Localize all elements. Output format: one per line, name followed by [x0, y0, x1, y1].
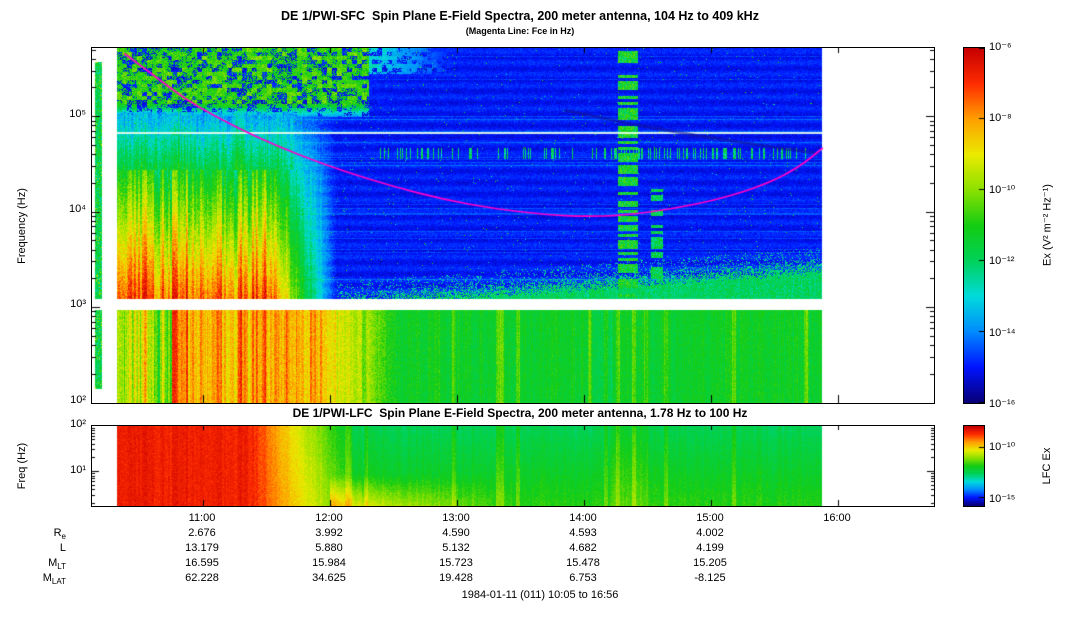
- colorbar-tick-label: 10⁻¹²: [989, 255, 1015, 268]
- lfc-freq-axis-label: Freq (Hz): [16, 442, 28, 490]
- ephemeris-label-main: L: [59, 542, 66, 554]
- ephemeris-value: 34.625: [312, 572, 346, 584]
- ephemeris-value: 19.428: [439, 572, 473, 584]
- ephemeris-value: 15.984: [312, 557, 346, 569]
- sfc-ytick-label: 10⁴: [69, 203, 86, 216]
- time-tick-label: 15:00: [696, 512, 724, 524]
- figure-title: DE 1/PWI-SFC Spin Plane E-Field Spectra,…: [281, 9, 759, 23]
- ephemeris-value: 15.478: [566, 557, 600, 569]
- colorbar-axis-label: Ex (V² m⁻² Hz⁻¹): [1041, 184, 1054, 266]
- ephemeris-value: 4.590: [442, 527, 470, 539]
- ephemeris-value: 16.595: [185, 557, 219, 569]
- time-tick-label: 11:00: [188, 512, 216, 524]
- sfc-spectrogram-canvas: [92, 48, 934, 403]
- ephemeris-value: 2.676: [188, 527, 216, 539]
- ephemeris-row-label: MLAT: [20, 572, 66, 586]
- ephemeris-value: 4.002: [696, 527, 724, 539]
- frequency-axis-label: Frequency (Hz): [16, 188, 28, 264]
- figure-subtitle: (Magenta Line: Fce in Hz): [465, 26, 575, 36]
- sfc-ytick-label: 10²: [70, 393, 86, 406]
- colorbar-tick-label: 10⁻¹⁴: [989, 326, 1016, 339]
- lfc-ytick-label: 10²: [70, 418, 86, 430]
- ephemeris-value: 13.179: [185, 542, 219, 554]
- time-tick-label: 12:00: [315, 512, 343, 524]
- lfc-title: DE 1/PWI-LFC Spin Plane E-Field Spectra,…: [292, 406, 748, 420]
- ephemeris-label-main: M: [42, 572, 52, 584]
- lfc-colorbar-tick-label: 10⁻¹⁵: [989, 492, 1016, 505]
- ephemeris-row-label: MLT: [20, 557, 66, 571]
- time-tick-label: 16:00: [823, 512, 851, 524]
- ephemeris-value: 4.199: [696, 542, 724, 554]
- ephemeris-value: 5.880: [315, 542, 343, 554]
- ephemeris-row-label: L: [20, 542, 66, 556]
- ephemeris-value: -8.125: [694, 572, 726, 584]
- ephemeris-value: 5.132: [442, 542, 470, 554]
- colorbar-tick-label: 10⁻⁶: [989, 41, 1012, 53]
- ephemeris-label-main: M: [48, 557, 58, 569]
- colorbar-canvas: [964, 48, 984, 403]
- ephemeris-value: 4.593: [569, 527, 597, 539]
- sfc-ytick-label: 10⁵: [69, 107, 86, 120]
- ephemeris-label-main: R: [53, 527, 62, 539]
- ephemeris-label-sub: e: [61, 532, 66, 542]
- ephemeris-label-sub: LAT: [51, 577, 66, 587]
- lfc-ytick-label: 10¹: [70, 463, 86, 476]
- lfc-colorbar-tick-label: 10⁻¹⁰: [989, 441, 1016, 454]
- lfc-spectrogram-canvas: [92, 426, 934, 506]
- lfc-colorbar-canvas: [964, 426, 984, 506]
- ephemeris-row-label: Re: [20, 527, 66, 541]
- ephemeris-value: 15.205: [693, 557, 727, 569]
- time-tick-label: 14:00: [569, 512, 597, 524]
- ephemeris-value: 62.228: [185, 572, 219, 584]
- ephemeris-value: 4.682: [569, 542, 597, 554]
- colorbar-tick-label: 10⁻¹⁰: [989, 183, 1016, 196]
- lfc-colorbar-label: LFC Ex: [1041, 447, 1053, 485]
- colorbar-tick-label: 10⁻¹⁶: [989, 398, 1016, 410]
- ephemeris-label-sub: LT: [57, 562, 66, 572]
- ephemeris-value: 3.992: [315, 527, 343, 539]
- footer-timestamp: 1984-01-11 (011) 10:05 to 16:56: [461, 589, 619, 601]
- ephemeris-value: 6.753: [569, 572, 597, 584]
- colorbar-tick-label: 10⁻⁸: [989, 112, 1012, 125]
- ephemeris-value: 15.723: [439, 557, 473, 569]
- time-tick-label: 13:00: [442, 512, 470, 524]
- sfc-ytick-label: 10³: [70, 298, 86, 311]
